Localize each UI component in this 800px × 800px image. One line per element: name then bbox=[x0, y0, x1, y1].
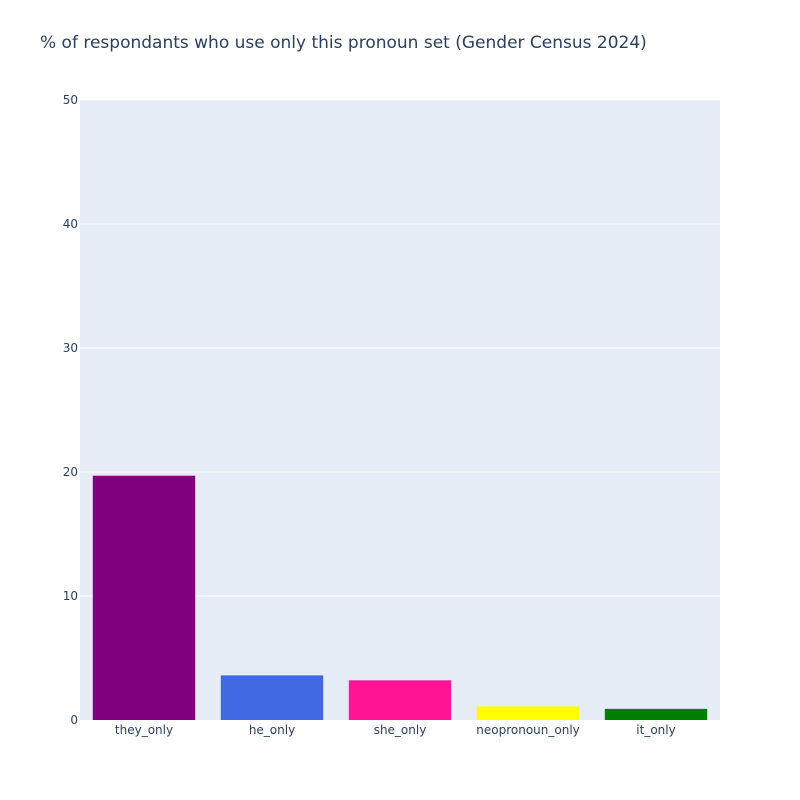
bar-neopronoun_only bbox=[476, 706, 580, 720]
y-tick-label: 40 bbox=[63, 217, 78, 231]
bar-it_only bbox=[604, 708, 708, 720]
y-axis-ticks: 0 10 20 30 40 50 bbox=[63, 93, 78, 727]
y-tick-label: 30 bbox=[63, 341, 78, 355]
x-tick-label: it_only bbox=[636, 723, 675, 737]
x-tick-label: they_only bbox=[115, 723, 173, 737]
bar-she_only bbox=[348, 680, 452, 720]
bar-he_only bbox=[220, 675, 324, 720]
y-tick-label: 50 bbox=[63, 93, 78, 107]
bars bbox=[92, 475, 708, 720]
x-axis-ticks: they_only he_only she_only neopronoun_only i… bbox=[115, 723, 676, 737]
y-tick-label: 10 bbox=[63, 589, 78, 603]
bar-they_only bbox=[92, 475, 196, 720]
x-tick-label: she_only bbox=[374, 723, 427, 737]
chart-title: % of respondants who use only this prono… bbox=[40, 33, 647, 53]
y-tick-label: 20 bbox=[63, 465, 78, 479]
x-tick-label: neopronoun_only bbox=[476, 723, 580, 737]
gridlines bbox=[80, 99, 720, 597]
x-tick-label: he_only bbox=[249, 723, 295, 737]
y-tick-label: 0 bbox=[70, 713, 78, 727]
